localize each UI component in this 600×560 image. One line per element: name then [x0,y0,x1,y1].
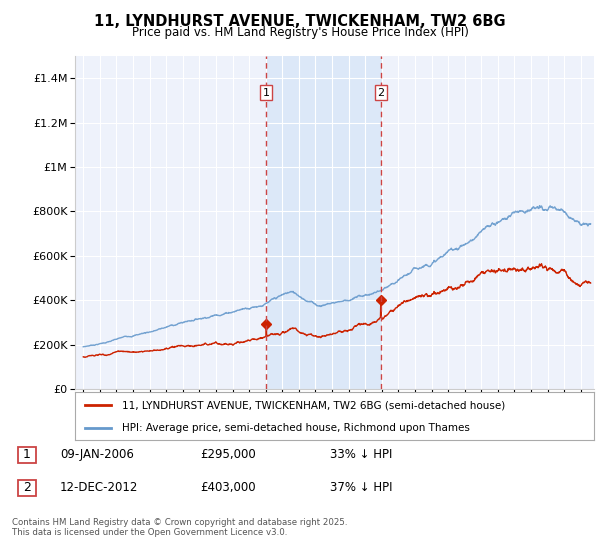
FancyBboxPatch shape [18,447,36,463]
Text: 1: 1 [263,88,269,97]
Text: £403,000: £403,000 [200,481,256,494]
Text: £295,000: £295,000 [200,448,256,461]
Text: Price paid vs. HM Land Registry's House Price Index (HPI): Price paid vs. HM Land Registry's House … [131,26,469,39]
Text: 11, LYNDHURST AVENUE, TWICKENHAM, TW2 6BG (semi-detached house): 11, LYNDHURST AVENUE, TWICKENHAM, TW2 6B… [122,400,505,410]
Text: 12-DEC-2012: 12-DEC-2012 [60,481,139,494]
FancyBboxPatch shape [18,479,36,496]
Text: Contains HM Land Registry data © Crown copyright and database right 2025.
This d: Contains HM Land Registry data © Crown c… [12,518,347,538]
Bar [266,56,381,389]
Text: 09-JAN-2006: 09-JAN-2006 [60,448,134,461]
Text: 2: 2 [23,481,31,494]
Text: 1: 1 [23,448,31,461]
Text: 37% ↓ HPI: 37% ↓ HPI [330,481,392,494]
Text: HPI: Average price, semi-detached house, Richmond upon Thames: HPI: Average price, semi-detached house,… [122,423,470,433]
Text: 11, LYNDHURST AVENUE, TWICKENHAM, TW2 6BG: 11, LYNDHURST AVENUE, TWICKENHAM, TW2 6B… [94,14,506,29]
Text: 2: 2 [377,88,385,97]
Text: 33% ↓ HPI: 33% ↓ HPI [330,448,392,461]
